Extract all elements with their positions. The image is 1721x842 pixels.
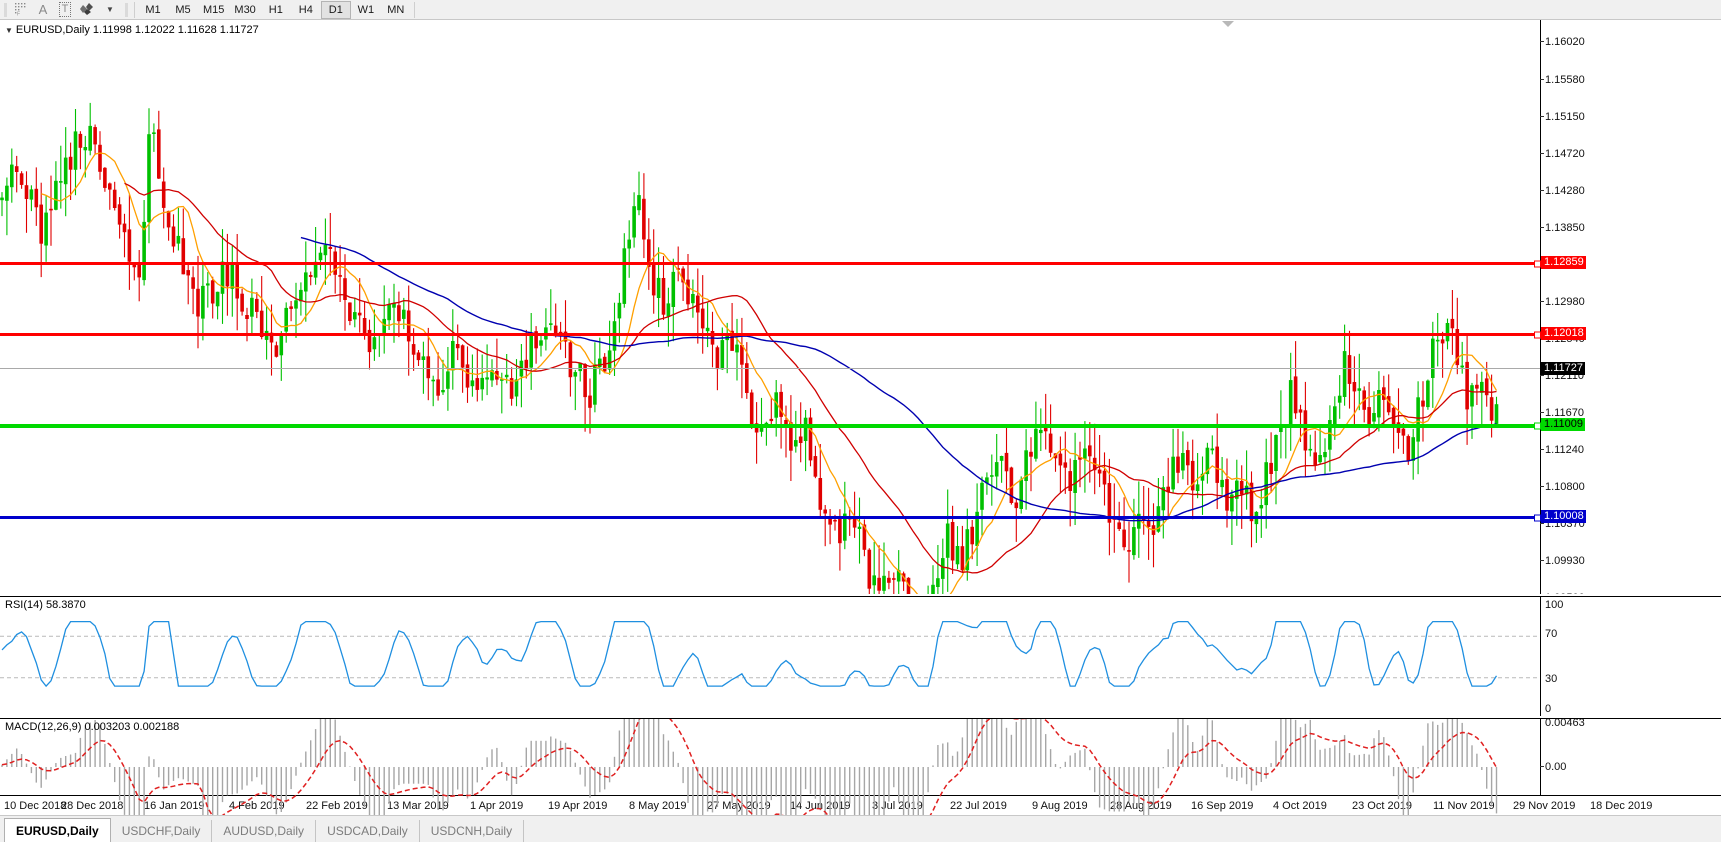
- price-tick: 1.09930: [1540, 555, 1585, 567]
- price-tick: 1.14720: [1540, 148, 1585, 160]
- toolbar-grip[interactable]: [0, 1, 10, 19]
- main-toolbar: F A T ▼ M1 M5 M15 M30 H1 H4 D1 W1 MN: [0, 0, 1721, 20]
- price-line-handle[interactable]: [1534, 331, 1541, 338]
- macd-tick: 0.00: [1539, 761, 1567, 773]
- price-tick: 1.10370: [1540, 518, 1585, 530]
- price-tick: 1.12110: [1540, 370, 1584, 382]
- chart-area[interactable]: ▼ EURUSD,Daily 1.11998 1.12022 1.11628 1.…: [0, 20, 1721, 815]
- timeframe-d1[interactable]: D1: [320, 0, 351, 19]
- chart-symbol-header: ▼ EURUSD,Daily 1.11998 1.12022 1.11628 1.…: [5, 24, 259, 36]
- price-line-resistance-2[interactable]: [0, 331, 1541, 338]
- date-tick: 9 Aug 2019: [1032, 800, 1088, 812]
- rsi-pane[interactable]: RSI(14) 58.3870 100 70 30 0: [0, 596, 1721, 716]
- date-tick: 1 Apr 2019: [470, 800, 524, 812]
- scroll-indicator-icon[interactable]: [1222, 21, 1234, 27]
- price-tag-resistance-2[interactable]: 1.12018: [1541, 327, 1586, 340]
- price-tick: 1.15580: [1540, 74, 1585, 86]
- date-tick: 16 Sep 2019: [1191, 800, 1254, 812]
- timeframe-m30[interactable]: M30: [234, 3, 256, 16]
- price-tag-current-price[interactable]: 1.11727: [1541, 362, 1585, 375]
- chart-tabs[interactable]: EURUSD,Daily USDCHF,Daily AUDUSD,Daily U…: [0, 815, 1721, 842]
- tab-usdcad-daily[interactable]: USDCAD,Daily: [316, 820, 420, 842]
- toolbar-divider-2: [413, 1, 415, 18]
- macd-pane[interactable]: MACD(12,26,9) 0.003203 0.002188 0.00463 0…: [0, 718, 1721, 815]
- timeframe-w1[interactable]: W1: [357, 3, 375, 16]
- timeframe-h4[interactable]: H4: [298, 3, 313, 16]
- price-tick: 1.14280: [1540, 185, 1585, 197]
- rsi-tick: 0: [1545, 703, 1552, 715]
- price-tick: 1.11670: [1540, 407, 1584, 419]
- price-tick: 1.10800: [1540, 481, 1585, 493]
- macd-tick: 0.00463: [1545, 718, 1585, 729]
- timeframe-m15[interactable]: M15: [203, 3, 225, 16]
- rsi-label: RSI(14) 58.3870: [5, 599, 86, 611]
- macd-axis-divider: [1540, 719, 1541, 815]
- price-tick: 1.15150: [1540, 111, 1585, 123]
- rsi-tick: 70: [1545, 628, 1558, 640]
- date-tick: 23 Oct 2019: [1352, 800, 1412, 812]
- price-line-support-green[interactable]: [0, 422, 1541, 430]
- shapes-dropdown-caret-icon[interactable]: ▼: [106, 5, 114, 14]
- timeframe-m1[interactable]: M1: [145, 3, 161, 16]
- price-line-current-price[interactable]: [0, 368, 1540, 369]
- date-tick: 13 Mar 2019: [387, 800, 449, 812]
- date-tick: 29 Nov 2019: [1513, 800, 1576, 812]
- timeframe-m5[interactable]: M5: [175, 3, 191, 16]
- date-axis[interactable]: 10 Dec 2018 28 Dec 2018 16 Jan 2019 4 Feb 2…: [0, 795, 1721, 815]
- candlestick-series: [0, 102, 1499, 594]
- macd-label: MACD(12,26,9) 0.003203 0.002188: [5, 721, 180, 733]
- svg-text:F: F: [17, 12, 20, 16]
- date-tick: 16 Jan 2019: [144, 800, 205, 812]
- text-tool-icon[interactable]: A: [38, 2, 48, 17]
- tab-eurusd-daily[interactable]: EURUSD,Daily: [4, 818, 111, 842]
- price-pane[interactable]: ▼ EURUSD,Daily 1.11998 1.12022 1.11628 1.…: [0, 20, 1721, 594]
- price-tick: 1.13850: [1540, 222, 1585, 234]
- date-tick: 27 May 2019: [707, 800, 771, 812]
- shapes-tool-icon[interactable]: [76, 1, 99, 19]
- price-line-handle[interactable]: [1534, 514, 1541, 521]
- crosshair-icon[interactable]: F: [10, 1, 32, 19]
- date-tick: 8 May 2019: [629, 800, 687, 812]
- tab-audusd-daily[interactable]: AUDUSD,Daily: [212, 820, 317, 842]
- price-line-resistance-1[interactable]: [0, 260, 1541, 267]
- tab-usdchf-daily[interactable]: USDCHF,Daily: [110, 820, 213, 842]
- rsi-tick: 100: [1545, 599, 1564, 611]
- price-tick: 1.12980: [1540, 296, 1585, 308]
- date-tick: 22 Jul 2019: [950, 800, 1007, 812]
- tab-usdcnh-daily[interactable]: USDCNH,Daily: [419, 820, 525, 842]
- price-tick: 1.11240: [1540, 444, 1584, 456]
- date-tick: 18 Dec 2019: [1590, 800, 1653, 812]
- rsi-line-series: [0, 620, 1540, 688]
- price-tag-resistance-1[interactable]: 1.12859: [1541, 256, 1586, 269]
- label-tool-icon[interactable]: T: [54, 1, 76, 19]
- date-tick: 10 Dec 2018: [4, 800, 67, 812]
- timeframe-mn[interactable]: MN: [387, 3, 405, 16]
- toolbar-divider: [134, 1, 135, 18]
- timeframe-grip[interactable]: [121, 1, 131, 19]
- price-tag-support-green[interactable]: 1.11009: [1541, 418, 1585, 431]
- chart-symbol-text: EURUSD,Daily 1.11998 1.12022 1.11628 1.1…: [15, 24, 259, 36]
- date-tick: 28 Dec 2018: [61, 800, 124, 812]
- pane-collapse-icon[interactable]: ▼: [5, 26, 13, 35]
- date-tick: 4 Oct 2019: [1273, 800, 1327, 812]
- date-tick: 11 Nov 2019: [1433, 800, 1495, 812]
- price-tick: 1.16020: [1540, 36, 1585, 48]
- date-tick: 19 Apr 2019: [548, 800, 608, 812]
- rsi-axis-divider: [1540, 597, 1541, 716]
- price-tag-support-blue[interactable]: 1.10008: [1541, 510, 1586, 523]
- price-line-support-blue[interactable]: [0, 514, 1541, 521]
- macd-histogram-series: [1, 719, 1498, 815]
- rsi-tick: 30: [1545, 673, 1558, 685]
- price-tick: 1.09500: [1545, 593, 1585, 595]
- price-line-handle[interactable]: [1534, 260, 1541, 267]
- timeframe-h1[interactable]: H1: [268, 3, 283, 16]
- price-line-handle[interactable]: [1534, 422, 1541, 430]
- date-tick: 22 Feb 2019: [306, 800, 368, 812]
- price-axis-divider: [1540, 20, 1541, 594]
